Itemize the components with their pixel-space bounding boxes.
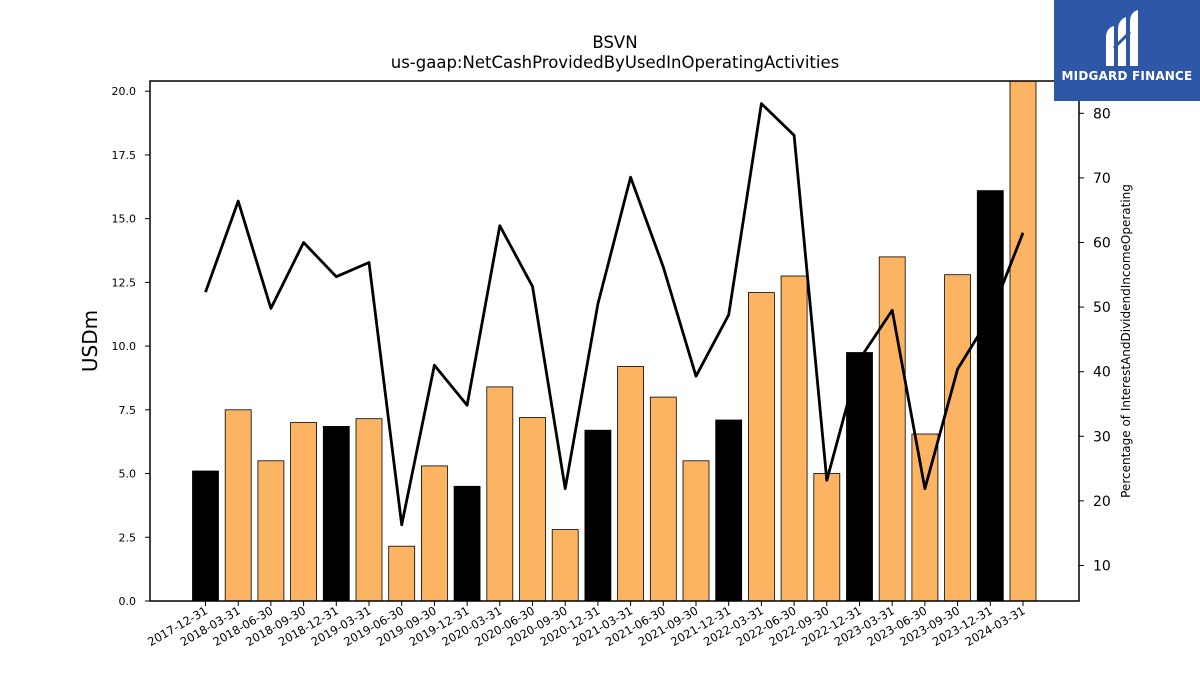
bar-2022-09-30 xyxy=(813,473,841,602)
bar-2024-03-31 xyxy=(1009,80,1037,602)
y2-tick-label: 70 xyxy=(1093,171,1111,187)
midgard-finance-logo: MIDGARD FINANCE xyxy=(1054,0,1200,101)
plot-frame xyxy=(149,80,1080,602)
bar-2020-12-31 xyxy=(584,429,612,602)
y-tick-label: 15.0 xyxy=(112,213,137,226)
bar-2017-12-31 xyxy=(192,470,219,602)
y-tick-label: 5.0 xyxy=(119,468,137,481)
y-tick-label: 12.5 xyxy=(112,276,137,289)
y-axis: 0.0 2.5 5.0 7.5 10.0 12.5 15.0 17.5 20.0 xyxy=(112,85,150,608)
line-group xyxy=(204,102,1025,527)
bar-2018-03-31 xyxy=(224,409,252,602)
bars-group xyxy=(192,80,1037,602)
y-tick-label: 7.5 xyxy=(119,404,137,417)
bar-2019-06-30 xyxy=(388,545,416,602)
y2-tick-label: 10 xyxy=(1093,558,1111,574)
bar-2023-03-31 xyxy=(878,256,906,602)
y-tick-label: 20.0 xyxy=(112,85,137,98)
bar-2020-06-30 xyxy=(519,417,546,602)
bar-2020-03-31 xyxy=(486,386,514,602)
midgard-m-logo-icon xyxy=(1106,10,1138,66)
y-tick-label: 0.0 xyxy=(119,595,137,608)
y2-tick-label: 50 xyxy=(1093,300,1111,316)
y2-tick-label: 20 xyxy=(1093,494,1111,510)
bar-2018-12-31 xyxy=(322,425,350,602)
bar-2019-12-31 xyxy=(453,485,481,602)
bar-2023-09-30 xyxy=(944,274,971,602)
bar-2022-03-31 xyxy=(748,292,775,602)
bar-2021-06-30 xyxy=(649,396,677,602)
bar-2018-09-30 xyxy=(290,422,318,602)
bar-2021-12-31 xyxy=(715,419,743,602)
y2-tick-label: 40 xyxy=(1093,365,1111,381)
bar-2023-12-31 xyxy=(976,190,1004,602)
chart-subtitle: us-gaap:NetCashProvidedByUsedInOperating… xyxy=(391,53,839,72)
y-tick-label: 10.0 xyxy=(112,340,137,353)
y-tick-label: 17.5 xyxy=(112,149,137,162)
y2-tick-label: 80 xyxy=(1093,106,1111,122)
logo-brand-text: MIDGARD FINANCE xyxy=(1061,69,1193,83)
x-axis: 2017-12-312018-03-312018-06-302018-09-30… xyxy=(145,601,1028,649)
y2-axis: 10 20 30 40 50 60 70 80 xyxy=(1079,106,1111,574)
y-axis-label: USDm xyxy=(78,310,102,372)
bar-2019-09-30 xyxy=(420,465,448,602)
y2-axis-label: Percentage of InterestAndDividendIncomeO… xyxy=(1119,184,1133,498)
percentage-line xyxy=(204,102,1025,527)
bar-2022-06-30 xyxy=(780,275,808,602)
y-tick-label: 2.5 xyxy=(119,531,137,544)
bar-2019-03-31 xyxy=(355,418,383,602)
chart-title: BSVN xyxy=(592,33,637,52)
bar-2018-06-30 xyxy=(257,460,285,602)
y2-tick-label: 30 xyxy=(1093,429,1111,445)
y2-tick-label: 60 xyxy=(1093,235,1111,251)
bar-2020-09-30 xyxy=(551,529,579,602)
bar-2021-09-30 xyxy=(682,460,710,602)
bar-2021-03-31 xyxy=(617,366,644,602)
